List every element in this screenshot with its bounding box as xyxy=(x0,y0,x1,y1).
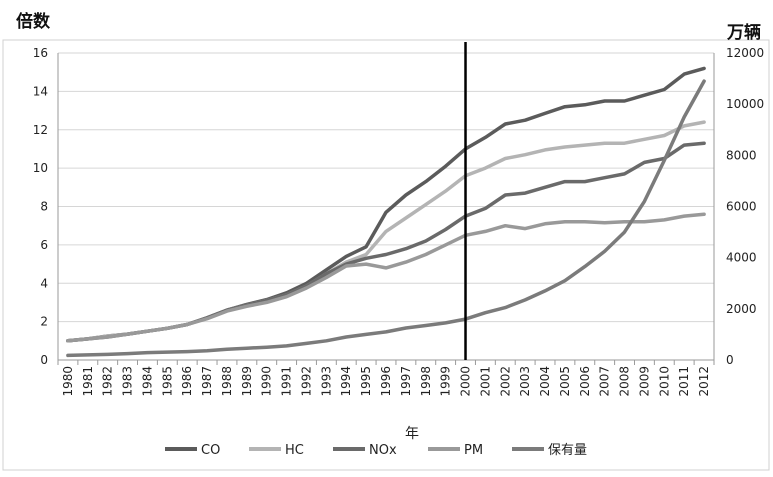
tick-labels: 0 2 4 6 8 10 12 14 16 0 2000 4000 6000 8000 10000 12000… xyxy=(33,46,764,397)
x-tick-label: 1990 xyxy=(260,366,274,397)
chart-frame xyxy=(2,39,770,471)
gridlines xyxy=(58,52,714,323)
x-tick-label: 1986 xyxy=(180,366,194,397)
x-tick-label: 1983 xyxy=(121,366,135,397)
legend-label: HC xyxy=(285,443,304,458)
legend: CO HC NOx PM 保有量 xyxy=(165,443,587,458)
x-tick-label: 1987 xyxy=(200,366,214,397)
axes xyxy=(57,53,715,365)
x-tick-label: 1981 xyxy=(81,366,95,397)
right-axis-unit: 万辆 xyxy=(726,22,761,43)
x-tick-label: 1993 xyxy=(319,366,333,397)
x-tick-label: 1997 xyxy=(399,366,413,397)
x-tick-label: 2003 xyxy=(518,366,532,397)
x-tick-label: 2000 xyxy=(459,366,473,397)
x-tick-label: 1988 xyxy=(220,366,234,397)
legend-label: CO xyxy=(201,443,220,458)
y-right-tick-label: 8000 xyxy=(726,148,757,162)
legend-label: 保有量 xyxy=(548,443,587,458)
x-tick-label: 2006 xyxy=(578,366,592,397)
left-axis-unit: 倍数 xyxy=(16,11,51,32)
y-right-tick-label: 2000 xyxy=(726,302,757,316)
x-tick-label: 1998 xyxy=(419,366,433,397)
y-left-tick-label: 12 xyxy=(33,123,48,137)
y-left-tick-label: 10 xyxy=(33,161,48,175)
y-left-tick-label: 4 xyxy=(40,276,48,290)
y-right-tick-label: 12000 xyxy=(726,46,764,60)
x-tick-label: 1980 xyxy=(61,366,75,397)
x-tick-label: 2001 xyxy=(478,366,492,397)
y-left-tick-label: 8 xyxy=(40,200,48,214)
y-left-tick-label: 0 xyxy=(40,353,48,367)
series-lines xyxy=(66,66,706,358)
x-tick-label: 2002 xyxy=(498,366,512,397)
x-tick-label: 2010 xyxy=(657,366,671,397)
x-tick-label: 1984 xyxy=(140,366,154,397)
y-right-tick-label: 6000 xyxy=(726,200,757,214)
y-left-tick-label: 6 xyxy=(40,238,48,252)
x-tick-label: 1985 xyxy=(160,366,174,397)
legend-label: PM xyxy=(464,443,483,458)
x-tick-label: 2004 xyxy=(538,366,552,397)
x-axis-label: 年 xyxy=(405,426,419,442)
x-tick-label: 1992 xyxy=(299,366,313,397)
x-tick-label: 1999 xyxy=(439,366,453,397)
x-tick-label: 2005 xyxy=(558,366,572,397)
y-left-tick-label: 16 xyxy=(33,46,48,60)
x-tick-label: 1991 xyxy=(280,366,294,397)
y-right-tick-label: 10000 xyxy=(726,97,764,111)
x-tick-label: 1989 xyxy=(240,366,254,397)
y-left-tick-label: 14 xyxy=(33,84,48,98)
x-tick-label: 2011 xyxy=(677,366,691,397)
x-tick-label: 1995 xyxy=(359,366,373,397)
y-right-tick-label: 0 xyxy=(726,353,734,367)
x-tick-label: 1994 xyxy=(339,366,353,397)
series-line xyxy=(66,79,706,358)
legend-label: NOx xyxy=(369,443,397,458)
x-tick-label: 2009 xyxy=(637,366,651,397)
y-right-tick-label: 4000 xyxy=(726,251,757,265)
y-left-tick-label: 2 xyxy=(40,315,48,329)
x-tick-label: 2012 xyxy=(697,366,711,397)
x-tick-label: 1996 xyxy=(379,366,393,397)
x-tick-label: 2007 xyxy=(598,366,612,397)
x-tick-label: 2008 xyxy=(618,366,632,397)
series-line xyxy=(66,212,706,343)
x-tick-label: 1982 xyxy=(101,366,115,397)
